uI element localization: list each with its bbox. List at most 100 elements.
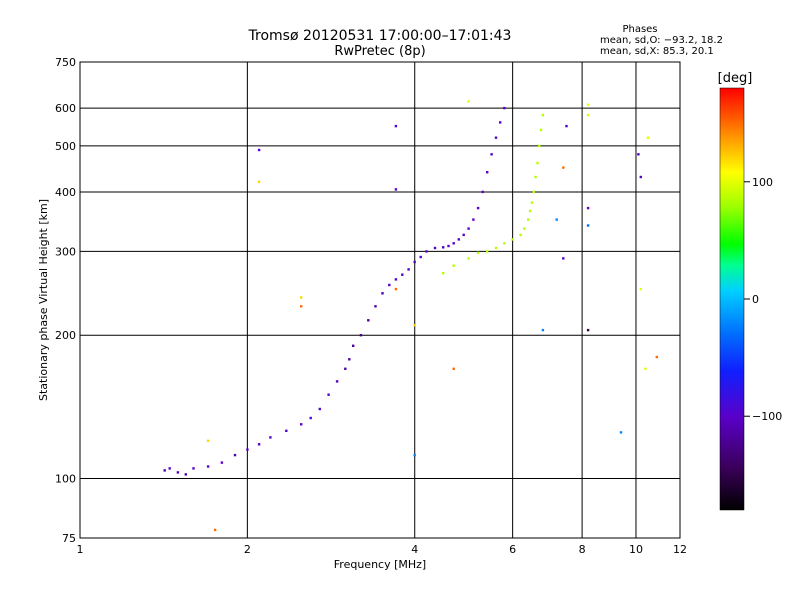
data-point (176, 471, 180, 474)
x-tick-label: 12 (673, 543, 687, 556)
data-point (425, 250, 428, 253)
data-point (433, 246, 437, 250)
x-tick-label: 8 (579, 543, 586, 556)
data-point (637, 153, 640, 156)
colorbar-tick-label: −100 (752, 410, 782, 423)
data-point (541, 113, 545, 117)
y-tick-label: 100 (55, 473, 76, 486)
data-point (511, 238, 514, 241)
data-point (541, 328, 545, 332)
data-point (394, 124, 398, 128)
data-point (413, 260, 416, 264)
data-point (318, 407, 321, 411)
data-point (300, 296, 303, 299)
data-point (348, 358, 351, 361)
x-axis-label: Frequency [MHz] (334, 558, 426, 571)
data-point (486, 171, 489, 174)
y-tick-label: 400 (55, 186, 76, 199)
colorbar-tick-label: 0 (752, 293, 759, 306)
data-point (536, 161, 539, 165)
x-tick-label: 10 (629, 543, 643, 556)
phases-box: Phases mean, sd,O: −93.2, 18.2 mean, sd,… (600, 24, 723, 57)
x-tick-label: 6 (509, 543, 516, 556)
phases-x-stats: mean, sd,X: 85.3, 20.1 (600, 46, 714, 57)
data-point (269, 436, 272, 439)
data-point (285, 429, 288, 432)
y-tick-labels: 75 100 200 300 400 500 600 750 (55, 56, 76, 545)
data-point (457, 238, 460, 241)
data-point (206, 439, 210, 442)
data-point (539, 128, 543, 132)
colorbar-ticks: 100 0 −100 (744, 176, 782, 423)
data-point (213, 528, 217, 532)
data-point (534, 175, 537, 179)
data-point (467, 257, 470, 260)
y-tick-label: 500 (55, 140, 76, 153)
data-point (523, 227, 526, 230)
data-point (401, 273, 404, 276)
data-point (639, 287, 642, 291)
data-point (220, 461, 224, 464)
data-point (503, 242, 506, 245)
data-point (359, 334, 363, 337)
y-tick-label: 200 (55, 329, 76, 342)
y-tick-label: 750 (55, 56, 76, 69)
data-point (586, 103, 590, 106)
x-tick-label: 1 (77, 543, 84, 556)
data-point (168, 467, 171, 470)
data-point (184, 473, 187, 476)
plot-frame (79, 61, 681, 539)
colorbar-tick-label: 100 (752, 176, 773, 189)
data-point (486, 250, 489, 253)
data-point (344, 367, 347, 370)
data-point (374, 305, 377, 308)
data-point (519, 233, 522, 237)
data-point (555, 218, 558, 221)
data-point (586, 113, 590, 117)
data-point (467, 227, 470, 230)
y-tick-label: 75 (62, 532, 76, 545)
data-point (467, 100, 470, 103)
data-point (494, 136, 498, 139)
data-point (499, 121, 502, 124)
data-point (327, 393, 330, 396)
data-point (562, 257, 565, 260)
data-point (528, 209, 532, 213)
data-point (413, 453, 416, 457)
data-point (639, 175, 642, 179)
data-point (655, 355, 658, 359)
chart-title: Tromsø 20120531 17:00:00–17:01:43 (248, 28, 512, 44)
data-point (472, 218, 475, 221)
data-point (586, 224, 590, 227)
data-point (538, 144, 541, 147)
data-point (335, 380, 339, 383)
data-point (452, 264, 455, 267)
y-tick-label: 600 (55, 102, 76, 115)
data-point (619, 431, 623, 434)
data-point (462, 233, 465, 237)
data-point (206, 465, 210, 468)
colorbar-label: [deg] (718, 71, 753, 86)
data-point (419, 255, 422, 259)
data-point (586, 206, 590, 210)
data-point (394, 188, 398, 191)
data-point (476, 251, 480, 254)
data-point (233, 453, 237, 457)
data-point (381, 292, 384, 295)
data-point (257, 180, 261, 184)
data-point (452, 367, 455, 370)
data-point (503, 106, 506, 110)
data-point (452, 242, 455, 245)
data-point (246, 448, 249, 451)
data-point (562, 166, 565, 169)
y-axis-label: Stationary phase Virtual Height [km] (37, 199, 50, 401)
data-point (163, 469, 166, 472)
y-tick-label: 300 (55, 245, 76, 258)
data-point (565, 124, 568, 128)
data-point (300, 423, 303, 426)
data-point (494, 246, 498, 250)
data-point (490, 153, 493, 156)
data-points (163, 100, 658, 532)
